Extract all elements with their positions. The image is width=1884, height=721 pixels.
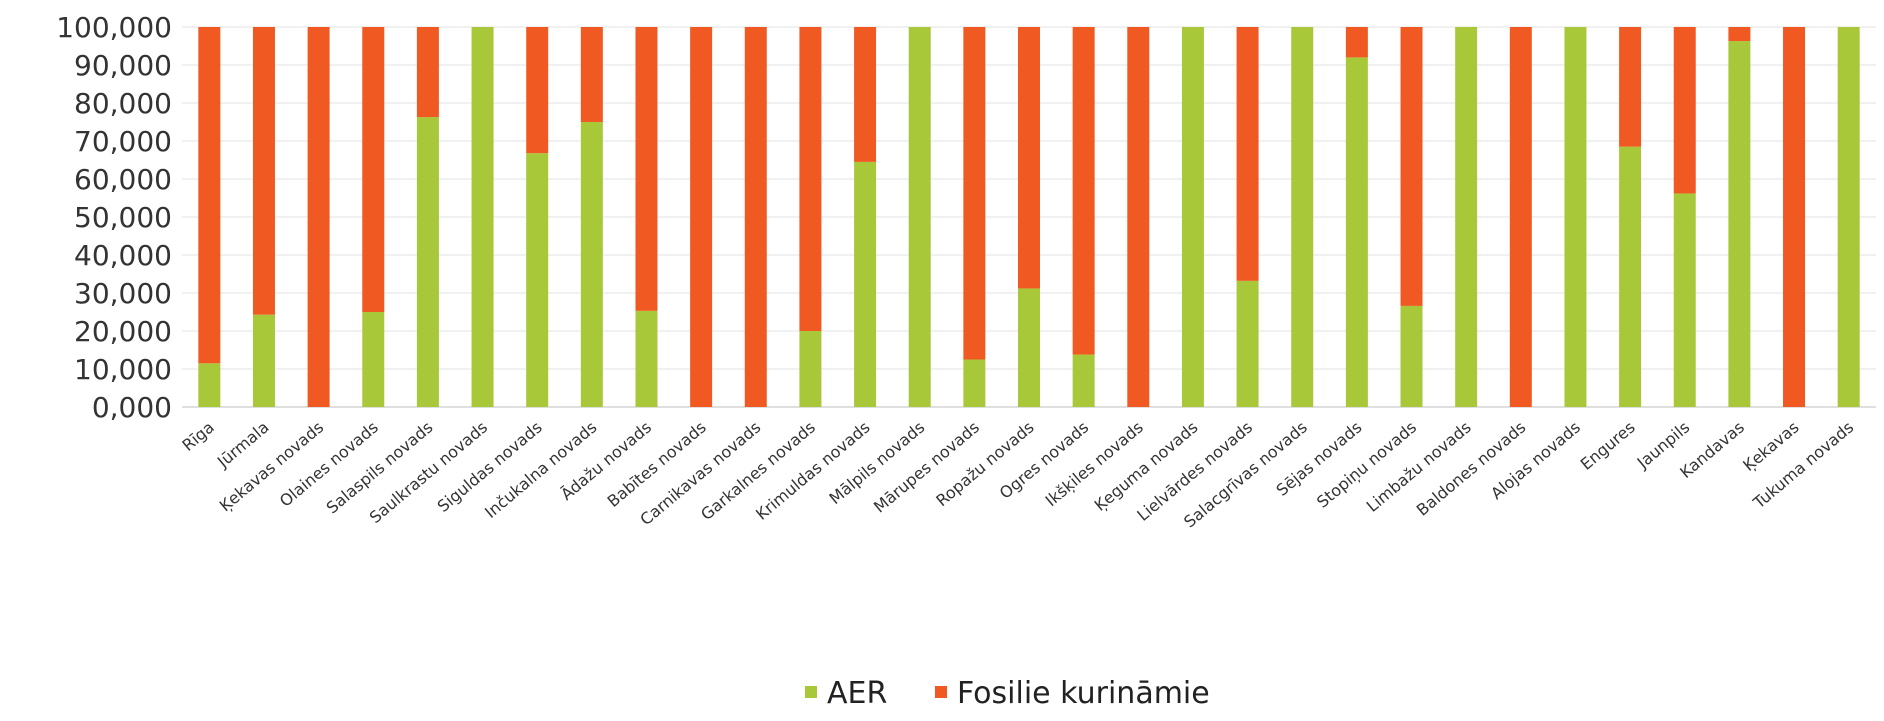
bar-segment bbox=[198, 363, 221, 407]
bar-segment bbox=[1072, 354, 1095, 407]
x-tick-label: Tukuma novads bbox=[1749, 418, 1857, 513]
bar-segment bbox=[635, 310, 658, 407]
bar-segment bbox=[1619, 27, 1642, 147]
legend: AER Fosilie kurināmie bbox=[805, 676, 1210, 711]
bar-segment bbox=[1018, 27, 1040, 289]
bar-segment bbox=[1181, 27, 1204, 407]
y-tick-label: 40,000 bbox=[74, 239, 172, 272]
y-tick-label: 60,000 bbox=[74, 163, 172, 196]
bar-segment bbox=[1673, 193, 1696, 407]
bar-segment bbox=[1345, 27, 1368, 58]
bar-segment bbox=[1127, 27, 1150, 407]
legend-label: AER bbox=[827, 676, 887, 711]
bar-segment bbox=[854, 161, 877, 407]
bar-segment bbox=[1236, 27, 1259, 281]
y-tick-label: 80,000 bbox=[74, 87, 172, 120]
y-tick-label: 30,000 bbox=[74, 277, 172, 310]
bar-segment bbox=[526, 153, 549, 407]
bar-segment bbox=[580, 122, 603, 407]
y-tick-label: 100,000 bbox=[56, 11, 172, 44]
bar-segment bbox=[854, 27, 877, 162]
bar-segment bbox=[362, 312, 385, 407]
legend-label: Fosilie kurināmie bbox=[957, 676, 1210, 711]
legend-swatch bbox=[805, 686, 817, 698]
y-tick-label: 0,000 bbox=[92, 391, 172, 424]
bar-segment bbox=[1564, 27, 1587, 407]
y-tick-label: 50,000 bbox=[74, 201, 172, 234]
x-tick-label: Engures bbox=[1577, 418, 1639, 474]
y-tick-label: 10,000 bbox=[74, 353, 172, 386]
bar-segment bbox=[416, 117, 439, 407]
bar-segment bbox=[416, 27, 439, 118]
bar-segment bbox=[1400, 27, 1423, 306]
bar-segment bbox=[1619, 146, 1642, 407]
bar-segment bbox=[1728, 27, 1751, 42]
bar-segment bbox=[1400, 305, 1423, 407]
bar-segment bbox=[580, 27, 603, 122]
bar-segment bbox=[799, 27, 822, 331]
bar-segment bbox=[1236, 280, 1259, 407]
bar-segment bbox=[1072, 27, 1095, 355]
bar-segment bbox=[1018, 288, 1040, 407]
bar-segment bbox=[1673, 27, 1696, 194]
bar-segment bbox=[799, 331, 822, 407]
y-axis: 0,000 10,000 20,000 30,000 40,000 50,000 60,00… bbox=[56, 11, 172, 424]
y-tick-label: 70,000 bbox=[74, 125, 172, 158]
bars bbox=[198, 27, 1860, 408]
bar-segment bbox=[635, 27, 658, 311]
x-tick-label: Rīga bbox=[178, 418, 217, 455]
legend-swatch bbox=[935, 686, 947, 698]
bar-segment bbox=[963, 27, 986, 360]
x-tick-label: Ropažu novads bbox=[932, 418, 1037, 511]
bar-segment bbox=[744, 27, 767, 407]
bar-segment bbox=[908, 27, 931, 407]
bar-segment bbox=[307, 27, 330, 407]
bar-segment bbox=[471, 27, 494, 407]
y-tick-label: 20,000 bbox=[74, 315, 172, 348]
y-tick-label: 90,000 bbox=[74, 49, 172, 82]
bar-segment bbox=[252, 27, 275, 315]
bar-segment bbox=[252, 314, 275, 407]
bar-segment bbox=[1728, 41, 1751, 408]
bar-segment bbox=[362, 27, 385, 312]
bar-segment bbox=[1291, 27, 1314, 407]
bar-segment bbox=[526, 27, 549, 154]
bar-segment bbox=[963, 359, 986, 407]
bar-segment bbox=[690, 27, 713, 407]
bar-segment bbox=[198, 27, 221, 364]
bar-segment bbox=[1837, 27, 1860, 407]
bar-segment bbox=[1509, 27, 1532, 407]
bar-segment bbox=[1455, 27, 1478, 407]
bar-segment bbox=[1345, 57, 1368, 408]
bar-segment bbox=[1783, 27, 1806, 407]
x-tick-label: Mālpils novads bbox=[826, 418, 929, 509]
